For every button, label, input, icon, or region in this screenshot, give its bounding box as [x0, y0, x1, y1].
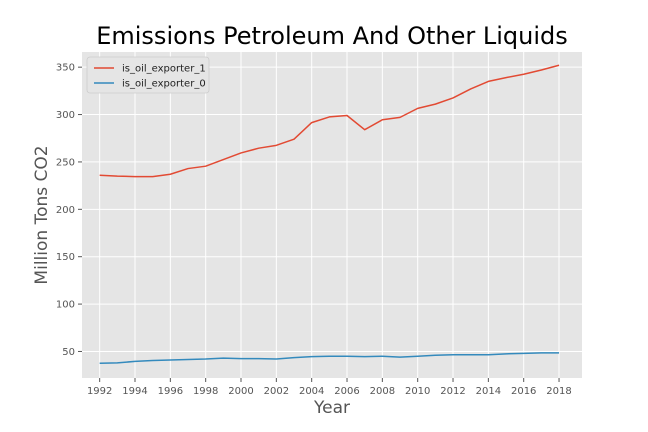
y-tick-label: 200 — [56, 205, 75, 216]
y-tick-label: 350 — [56, 63, 75, 74]
series-lines — [99, 64, 560, 365]
x-tick-label: 2010 — [405, 386, 430, 397]
legend: is_oil_exporter_1 is_oil_exporter_0 — [86, 56, 210, 94]
y-tick-label: 250 — [56, 157, 75, 168]
x-tick-label: 1994 — [122, 386, 147, 397]
axis-ticks: 1992 1994 1996 1998 2000 2002 2004 2006 2008 2010… — [56, 63, 572, 397]
x-tick-label: 2014 — [476, 386, 501, 397]
legend-label: is_oil_exporter_1 — [122, 64, 206, 75]
x-axis-label: Year — [313, 398, 350, 418]
x-tick-label: 2008 — [370, 386, 395, 397]
x-tick-label: 1996 — [158, 386, 183, 397]
x-tick-label: 2016 — [511, 386, 536, 397]
x-tick-label: 1998 — [193, 386, 218, 397]
y-tick-label: 150 — [56, 252, 75, 263]
x-tick-label: 2018 — [546, 386, 571, 397]
x-tick-label: 2004 — [299, 386, 324, 397]
grid — [82, 52, 582, 378]
x-tick-label: 2000 — [228, 386, 253, 397]
legend-label: is_oil_exporter_0 — [122, 79, 206, 90]
legend-box — [86, 56, 210, 94]
y-tick-label: 50 — [62, 347, 75, 358]
x-tick-label: 2002 — [264, 386, 289, 397]
x-tick-label: 2006 — [334, 386, 359, 397]
x-tick-label: 1992 — [87, 386, 112, 397]
chart-title: Emissions Petroleum And Other Liquids — [96, 22, 568, 50]
y-tick-label: 100 — [56, 300, 75, 311]
y-tick-label: 300 — [56, 110, 75, 121]
plot-area — [82, 52, 582, 378]
y-axis-label: Million Tons CO2 — [32, 145, 52, 284]
x-tick-label: 2012 — [440, 386, 465, 397]
